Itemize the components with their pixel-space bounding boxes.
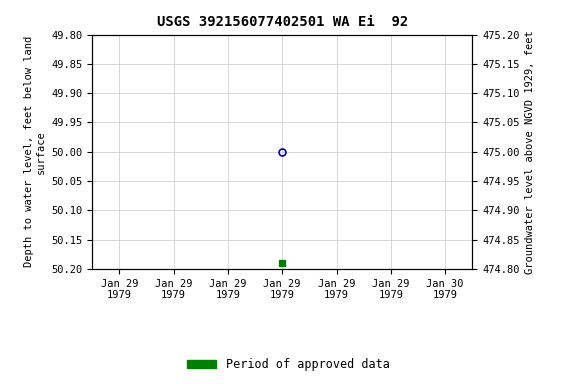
Legend: Period of approved data: Period of approved data bbox=[182, 354, 394, 376]
Y-axis label: Depth to water level, feet below land
surface: Depth to water level, feet below land su… bbox=[24, 36, 46, 267]
Title: USGS 392156077402501 WA Ei  92: USGS 392156077402501 WA Ei 92 bbox=[157, 15, 408, 29]
Y-axis label: Groundwater level above NGVD 1929, feet: Groundwater level above NGVD 1929, feet bbox=[525, 30, 535, 273]
